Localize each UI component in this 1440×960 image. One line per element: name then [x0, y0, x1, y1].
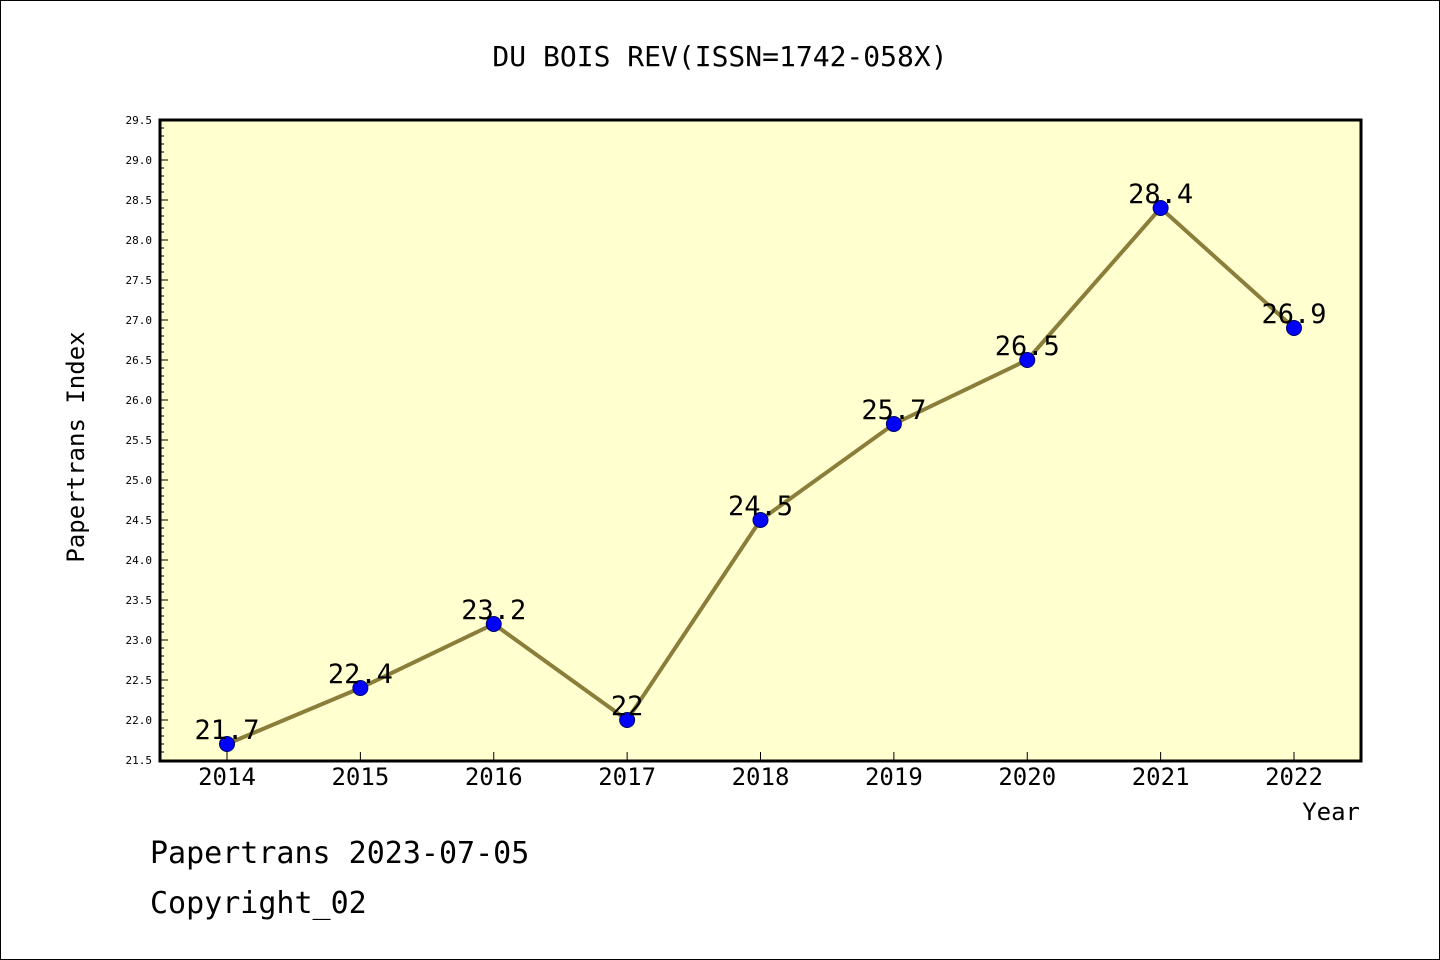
- chart-title: DU BOIS REV(ISSN=1742-058X): [492, 40, 947, 73]
- y-tick-label: 21.5: [126, 754, 153, 767]
- data-point: [219, 736, 235, 752]
- data-label: 25.7: [861, 395, 926, 426]
- x-tick-label: 2017: [598, 763, 656, 791]
- y-axis-label: Papertrans Index: [62, 331, 90, 562]
- data-point: [485, 616, 502, 632]
- x-tick-label: 2022: [1265, 763, 1323, 791]
- data-label: 22: [611, 691, 644, 722]
- data-point: [1286, 320, 1302, 336]
- y-axis-ticks: 21.5 22.0 22.5 23.0 23.5 24.0 24.5 25.0 25.5 26.0…: [126, 114, 168, 767]
- data-label: 28.4: [1128, 179, 1193, 210]
- y-tick-label: 26.5: [126, 354, 153, 367]
- x-tick-label: 2020: [998, 763, 1056, 791]
- y-tick-label: 27.5: [126, 274, 153, 287]
- y-tick-label: 29.5: [126, 114, 153, 127]
- x-tick-label: 2014: [198, 763, 256, 791]
- y-tick-label: 23.5: [126, 594, 153, 607]
- y-tick-label: 25.5: [126, 434, 153, 447]
- data-label: 22.4: [328, 659, 393, 690]
- y-tick-label: 29.0: [126, 154, 153, 167]
- y-tick-label: 22.0: [126, 714, 153, 727]
- y-tick-label: 28.5: [126, 194, 153, 207]
- data-label: 23.2: [461, 595, 526, 626]
- data-label: 26.9: [1261, 299, 1326, 330]
- footer-date: Papertrans 2023-07-05: [150, 836, 530, 871]
- plot-area: [158, 118, 1363, 763]
- data-point: [352, 680, 369, 696]
- data-point: [1019, 352, 1036, 368]
- data-point: [885, 416, 902, 432]
- y-tick-label: 28.0: [126, 234, 153, 247]
- x-tick-label: 2021: [1132, 763, 1190, 791]
- y-tick-label: 27.0: [126, 314, 153, 327]
- x-tick-label: 2018: [732, 763, 790, 791]
- x-tick-label: 2015: [331, 763, 389, 791]
- x-tick-label: 2019: [865, 763, 923, 791]
- data-label: 21.7: [194, 715, 259, 746]
- series-layer: 21.7 22.4 23.2 22 24.5 25.7 26.5 28.4 26.9: [194, 179, 1327, 752]
- y-tick-label: 22.5: [126, 674, 153, 687]
- data-label: 26.5: [995, 331, 1060, 362]
- data-point: [1152, 200, 1169, 216]
- data-label: 24.5: [728, 491, 793, 522]
- y-tick-label: 25.0: [126, 474, 153, 487]
- y-tick-label: 26.0: [126, 394, 153, 407]
- x-axis-ticks: 2014 2015 2016 2017 2018 2019 2020 2021 2022: [198, 752, 1323, 791]
- data-point: [619, 712, 636, 728]
- data-point: [752, 512, 769, 528]
- y-tick-label: 23.0: [126, 634, 153, 647]
- x-axis-label: Year: [1302, 798, 1360, 826]
- y-tick-label: 24.5: [126, 514, 153, 527]
- x-tick-label: 2016: [465, 763, 523, 791]
- y-tick-label: 24.0: [126, 554, 153, 567]
- footer-copyright: Copyright_02: [150, 886, 367, 921]
